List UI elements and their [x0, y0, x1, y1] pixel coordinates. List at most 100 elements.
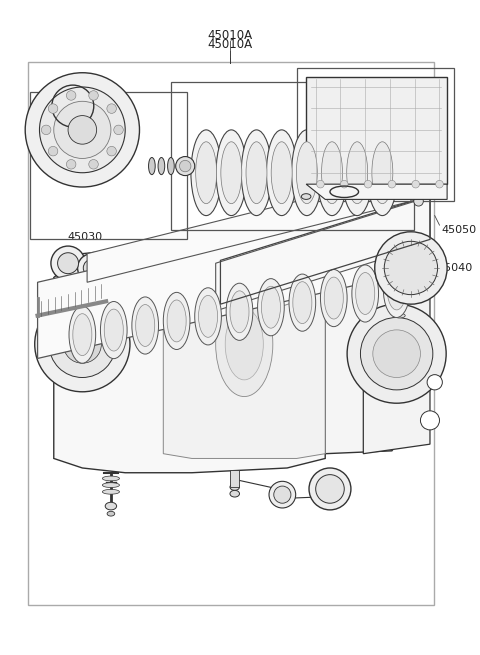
Circle shape: [107, 146, 116, 156]
Text: 45030: 45030: [85, 86, 120, 97]
Ellipse shape: [301, 194, 311, 199]
Circle shape: [39, 87, 125, 173]
Circle shape: [25, 73, 140, 187]
Circle shape: [63, 325, 101, 364]
Text: 45050: 45050: [360, 196, 395, 206]
Ellipse shape: [226, 283, 253, 341]
Circle shape: [388, 180, 396, 188]
Text: 45010A: 45010A: [207, 29, 252, 42]
Circle shape: [78, 253, 106, 282]
Ellipse shape: [196, 141, 216, 204]
Ellipse shape: [216, 291, 273, 396]
Polygon shape: [306, 77, 447, 184]
Ellipse shape: [69, 306, 96, 364]
Circle shape: [176, 157, 195, 176]
Ellipse shape: [296, 141, 317, 204]
Ellipse shape: [367, 130, 397, 215]
Ellipse shape: [372, 141, 393, 204]
Ellipse shape: [104, 309, 123, 351]
Ellipse shape: [317, 130, 347, 215]
Ellipse shape: [246, 141, 267, 204]
Circle shape: [107, 104, 116, 113]
Ellipse shape: [136, 305, 155, 346]
Ellipse shape: [347, 141, 368, 204]
Ellipse shape: [387, 268, 406, 310]
Circle shape: [289, 213, 304, 228]
Circle shape: [89, 90, 98, 100]
Circle shape: [360, 318, 433, 390]
Circle shape: [51, 246, 85, 280]
Polygon shape: [37, 192, 430, 358]
Circle shape: [414, 196, 423, 206]
Ellipse shape: [289, 274, 316, 331]
Circle shape: [114, 125, 123, 135]
Ellipse shape: [394, 313, 405, 318]
Ellipse shape: [384, 260, 410, 318]
Ellipse shape: [73, 314, 92, 356]
Ellipse shape: [221, 141, 242, 204]
Ellipse shape: [230, 291, 249, 333]
Ellipse shape: [225, 309, 264, 380]
Ellipse shape: [230, 491, 240, 497]
Ellipse shape: [199, 295, 217, 337]
Polygon shape: [282, 201, 316, 225]
Ellipse shape: [394, 299, 405, 304]
Ellipse shape: [191, 130, 221, 215]
Bar: [297, 68, 454, 201]
Bar: [30, 92, 187, 239]
Text: 45040: 45040: [438, 263, 473, 273]
Ellipse shape: [356, 272, 375, 314]
Circle shape: [68, 115, 96, 144]
Circle shape: [420, 411, 440, 430]
Circle shape: [375, 232, 447, 304]
Ellipse shape: [352, 265, 379, 322]
Circle shape: [48, 104, 58, 113]
Circle shape: [373, 330, 420, 377]
Ellipse shape: [100, 301, 127, 359]
Circle shape: [427, 375, 443, 390]
Circle shape: [412, 180, 420, 188]
Ellipse shape: [107, 512, 115, 516]
Ellipse shape: [241, 130, 272, 215]
Bar: [230, 470, 240, 487]
Ellipse shape: [195, 288, 221, 345]
Ellipse shape: [230, 483, 240, 491]
Circle shape: [384, 241, 438, 295]
Ellipse shape: [262, 286, 280, 328]
Polygon shape: [363, 259, 430, 454]
Circle shape: [66, 160, 76, 169]
Ellipse shape: [216, 130, 247, 215]
Ellipse shape: [158, 157, 165, 175]
Ellipse shape: [342, 130, 372, 215]
Circle shape: [58, 253, 79, 274]
Circle shape: [340, 180, 348, 188]
Circle shape: [364, 180, 372, 188]
Ellipse shape: [322, 141, 343, 204]
Ellipse shape: [266, 130, 297, 215]
Text: 45030: 45030: [68, 232, 103, 242]
Ellipse shape: [168, 157, 174, 175]
Bar: [28, 62, 434, 605]
Polygon shape: [163, 263, 325, 458]
Polygon shape: [216, 196, 430, 311]
Circle shape: [347, 304, 446, 403]
Circle shape: [316, 475, 344, 503]
Ellipse shape: [132, 297, 158, 354]
Polygon shape: [325, 259, 396, 454]
Ellipse shape: [102, 476, 120, 481]
Ellipse shape: [102, 483, 120, 487]
Circle shape: [89, 160, 98, 169]
Text: 45060: 45060: [249, 223, 284, 233]
Polygon shape: [54, 244, 325, 473]
Ellipse shape: [163, 292, 190, 350]
Ellipse shape: [105, 502, 117, 510]
Polygon shape: [87, 173, 411, 282]
Circle shape: [49, 311, 116, 377]
Text: 45010A: 45010A: [207, 37, 252, 50]
Circle shape: [274, 486, 291, 503]
Ellipse shape: [148, 157, 155, 175]
Circle shape: [84, 259, 100, 276]
Circle shape: [291, 207, 302, 219]
Ellipse shape: [324, 277, 343, 319]
Circle shape: [66, 90, 76, 100]
